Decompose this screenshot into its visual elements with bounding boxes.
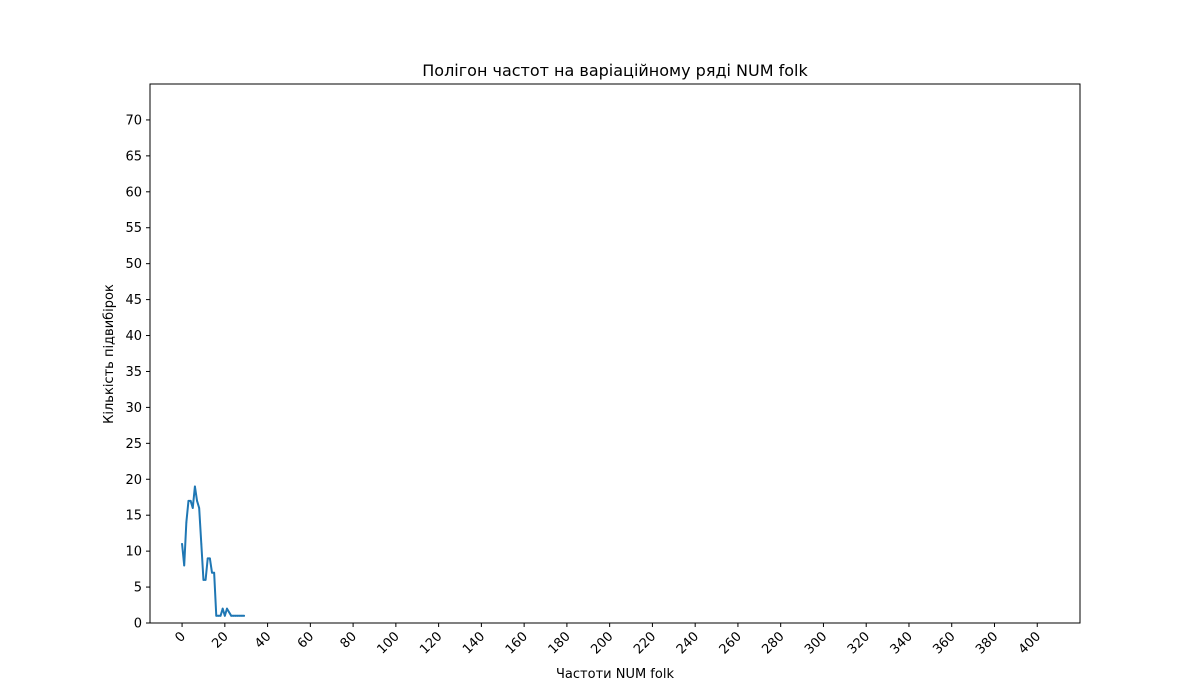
data-point	[217, 614, 220, 617]
data-point	[191, 507, 194, 509]
data-point	[204, 578, 207, 581]
y-tick-label: 50	[125, 257, 142, 272]
data-point	[200, 543, 203, 545]
data-point	[213, 571, 216, 574]
data-point	[189, 499, 192, 502]
data-point	[230, 614, 233, 617]
data-point	[238, 614, 241, 617]
data-point	[219, 614, 222, 617]
data-point	[232, 614, 235, 617]
data-point	[181, 543, 183, 545]
data-point	[221, 607, 224, 610]
y-tick-label: 40	[125, 329, 142, 344]
data-point	[226, 607, 228, 610]
y-tick-label: 30	[125, 401, 142, 416]
y-tick-label: 60	[125, 185, 142, 200]
y-tick-label: 25	[125, 437, 142, 452]
y-tick-label: 10	[125, 545, 142, 560]
y-tick-label: 45	[125, 293, 142, 308]
data-point	[183, 564, 186, 567]
y-axis-label: Кількість підвибірок	[102, 284, 117, 424]
y-tick-label: 20	[125, 473, 142, 488]
data-point	[196, 499, 198, 502]
data-point	[215, 614, 218, 617]
data-point	[206, 557, 209, 560]
data-point	[193, 485, 196, 488]
y-tick-label: 5	[134, 581, 142, 596]
data-point	[223, 614, 226, 617]
data-point	[208, 557, 211, 560]
data-point	[198, 507, 201, 509]
data-point	[202, 578, 205, 581]
data-point	[228, 611, 231, 614]
chart-title: Полігон частот на варіаційному ряді NUM …	[422, 61, 808, 80]
y-tick-label: 35	[125, 365, 142, 380]
x-axis-label: Частоти NUM folk	[556, 667, 674, 682]
data-point	[234, 614, 237, 617]
y-tick-label: 55	[125, 221, 142, 236]
y-tick-label: 0	[134, 617, 142, 632]
data-point	[185, 521, 188, 524]
data-point	[241, 614, 243, 617]
data-point	[243, 614, 245, 617]
plot-frame	[149, 83, 1081, 624]
y-tick-label: 70	[125, 113, 142, 128]
data-point	[211, 571, 213, 574]
y-tick-label: 65	[125, 149, 142, 164]
data-point	[187, 499, 190, 502]
data-point	[236, 614, 239, 617]
y-tick-label: 15	[125, 509, 142, 524]
